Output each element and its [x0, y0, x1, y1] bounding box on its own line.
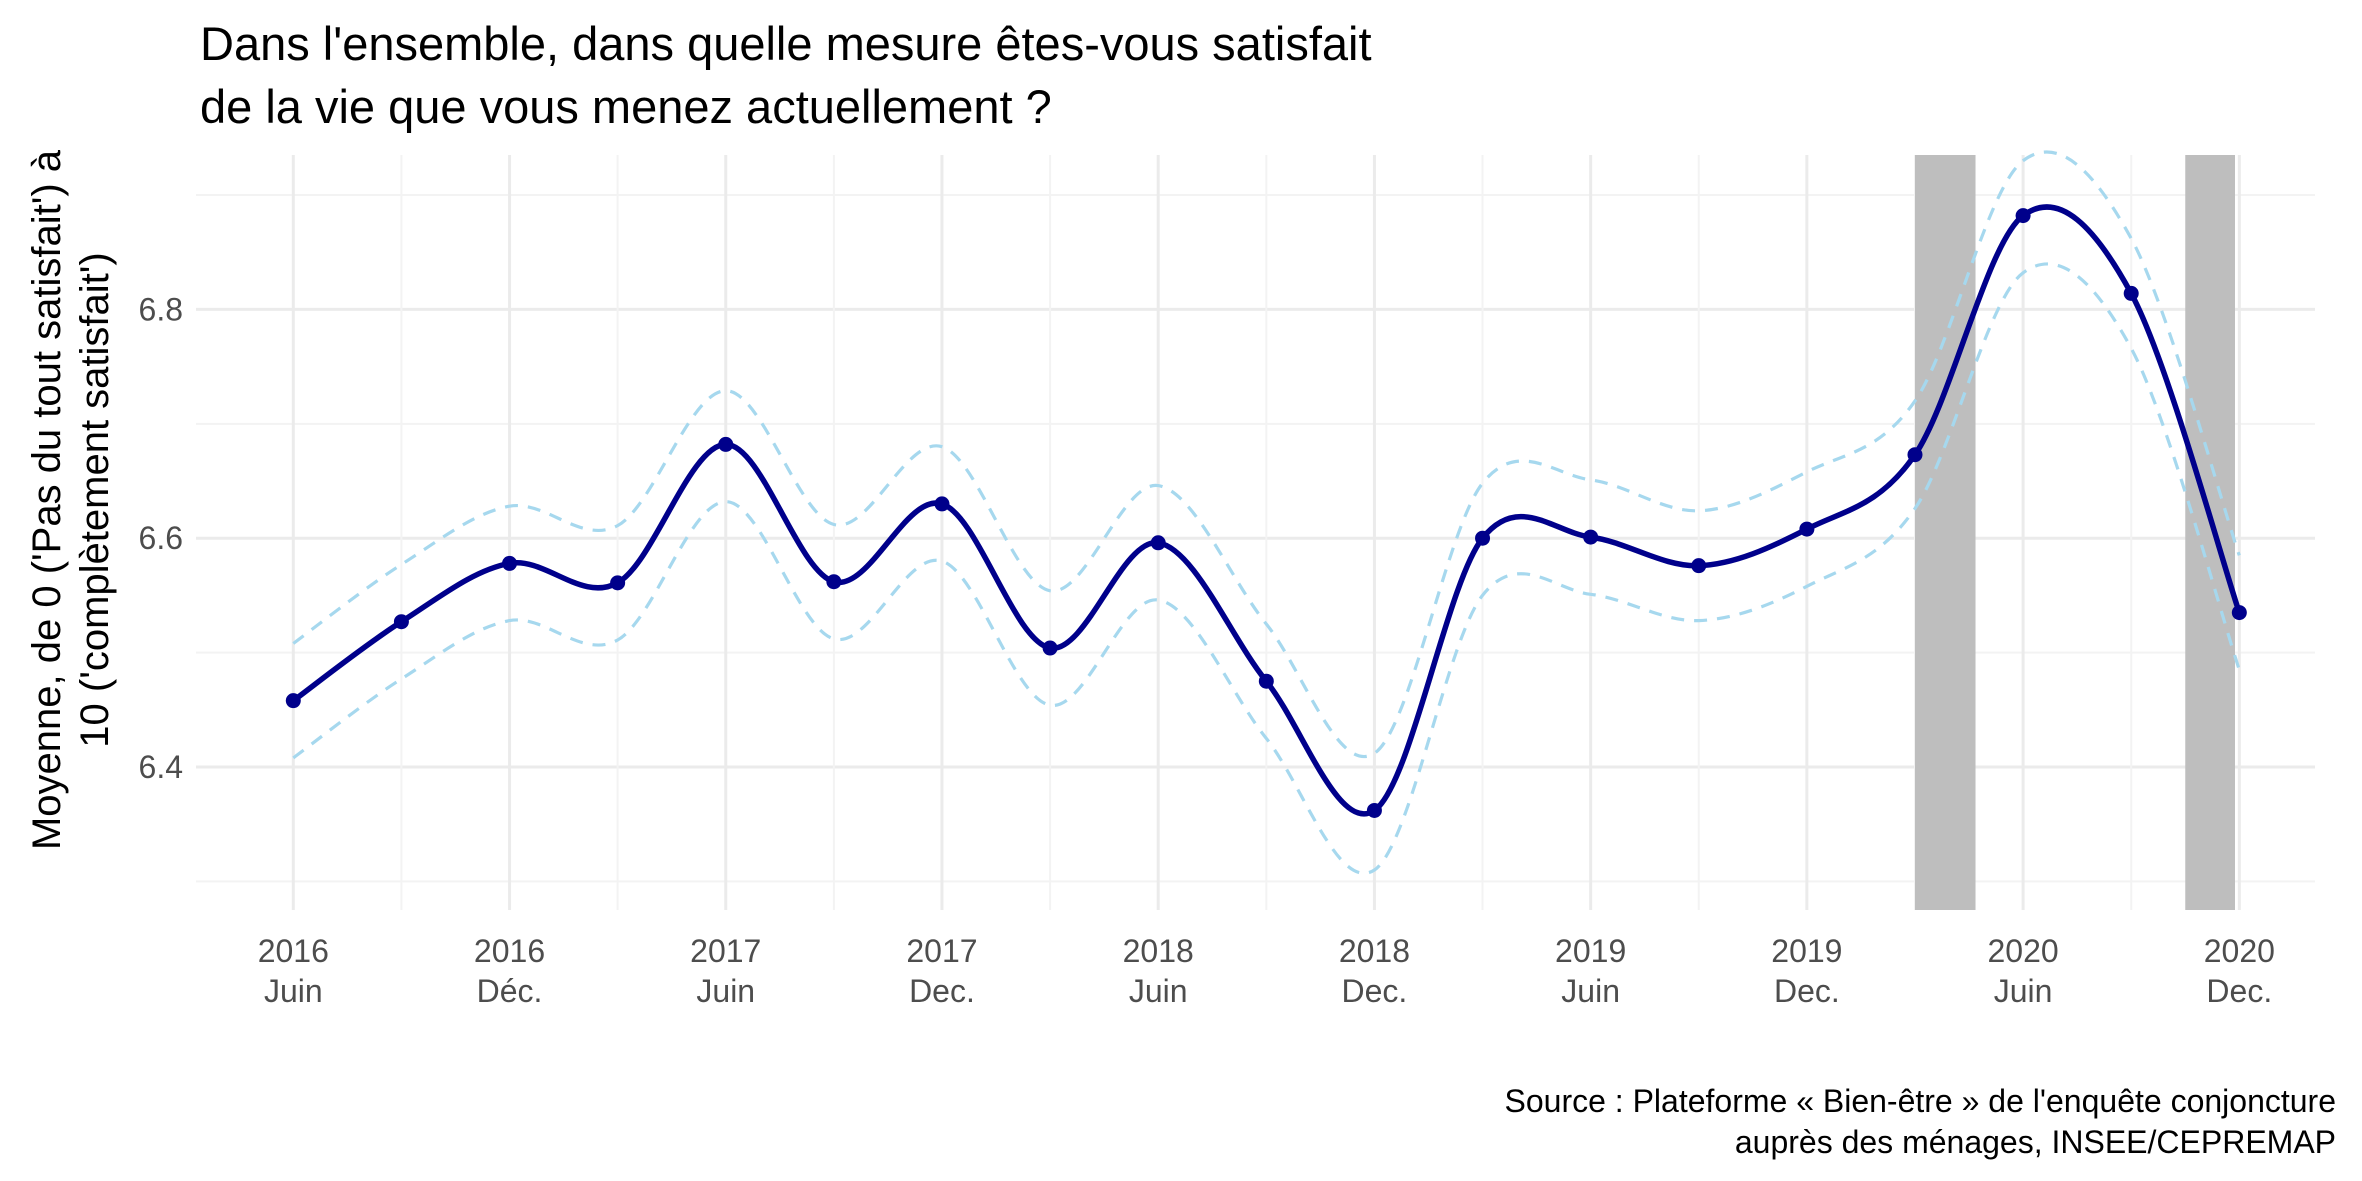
- chart-title: Dans l'ensemble, dans quelle mesure êtes…: [200, 17, 1372, 133]
- y-tick-label: 6.4: [139, 749, 183, 785]
- x-tick-label: 2016: [474, 933, 545, 969]
- caption-line: Source : Plateforme « Bien-être » de l'e…: [1505, 1083, 2337, 1119]
- x-tick-label: Déc.: [477, 973, 543, 1009]
- data-point: [1366, 802, 1382, 818]
- chart-title-line: Dans l'ensemble, dans quelle mesure êtes…: [200, 17, 1372, 70]
- data-point: [1583, 529, 1599, 545]
- confidence-bounds: [292, 150, 2241, 875]
- gridlines: [196, 155, 2315, 910]
- x-tick-label: 2018: [1339, 933, 1410, 969]
- source-caption: Source : Plateforme « Bien-être » de l'e…: [1505, 1083, 2337, 1160]
- y-axis-title-line: Moyenne, de 0 ('Pas du tout satisfait') …: [25, 149, 69, 850]
- y-tick-label: 6.8: [139, 291, 183, 327]
- y-tick-label: 6.6: [139, 520, 183, 556]
- mean-line: [290, 204, 2243, 817]
- x-tick-label: Juin: [1994, 973, 2053, 1009]
- x-tick-label: Juin: [1561, 973, 1620, 1009]
- x-tick-label: Dec.: [909, 973, 975, 1009]
- mean-series: [290, 204, 2243, 817]
- data-point: [1475, 530, 1491, 546]
- y-axis-title-line: 10 ('complètement satisfait'): [73, 252, 117, 747]
- upper-bound-line: [292, 150, 2241, 758]
- shaded-period: [2185, 155, 2235, 910]
- mean-points: [285, 208, 2247, 818]
- data-point: [610, 575, 626, 591]
- data-point: [934, 496, 950, 512]
- y-axis-ticks: 6.4 6.6 6.8: [139, 291, 183, 785]
- x-tick-label: 2017: [690, 933, 761, 969]
- data-point: [2123, 285, 2139, 301]
- x-tick-label: Dec.: [2206, 973, 2272, 1009]
- chart-title-line: de la vie que vous menez actuellement ?: [200, 80, 1052, 133]
- data-point: [1042, 640, 1058, 656]
- x-tick-label: 2019: [1771, 933, 1842, 969]
- x-tick-label: Juin: [696, 973, 755, 1009]
- x-tick-label: 2017: [906, 933, 977, 969]
- data-point: [1799, 521, 1815, 537]
- data-point: [502, 555, 518, 571]
- x-tick-label: 2018: [1123, 933, 1194, 969]
- caption-line: auprès des ménages, INSEE/CEPREMAP: [1735, 1124, 2336, 1160]
- shaded-periods: [1914, 155, 2235, 910]
- data-point: [718, 436, 734, 452]
- shaded-period: [1914, 155, 1976, 910]
- y-axis-title: Moyenne, de 0 ('Pas du tout satisfait') …: [25, 149, 117, 850]
- x-tick-label: 2016: [258, 933, 329, 969]
- x-axis-ticks: 2016 Juin 2016 Déc. 2017 Juin 2017 Dec. 2018 Juin…: [258, 933, 2275, 1009]
- x-tick-label: Juin: [1129, 973, 1188, 1009]
- data-point: [1907, 447, 1923, 463]
- data-point: [285, 693, 301, 709]
- data-point: [2015, 208, 2031, 224]
- x-tick-label: Juin: [264, 973, 323, 1009]
- data-point: [1258, 673, 1274, 689]
- x-tick-label: 2020: [1988, 933, 2059, 969]
- data-point: [1150, 535, 1166, 551]
- x-tick-label: Dec.: [1774, 973, 1840, 1009]
- data-point: [393, 614, 409, 630]
- data-point: [826, 574, 842, 590]
- x-tick-label: Dec.: [1342, 973, 1408, 1009]
- data-point: [2231, 605, 2247, 621]
- x-tick-label: 2019: [1555, 933, 1626, 969]
- x-tick-label: 2020: [2204, 933, 2275, 969]
- data-point: [1691, 558, 1707, 574]
